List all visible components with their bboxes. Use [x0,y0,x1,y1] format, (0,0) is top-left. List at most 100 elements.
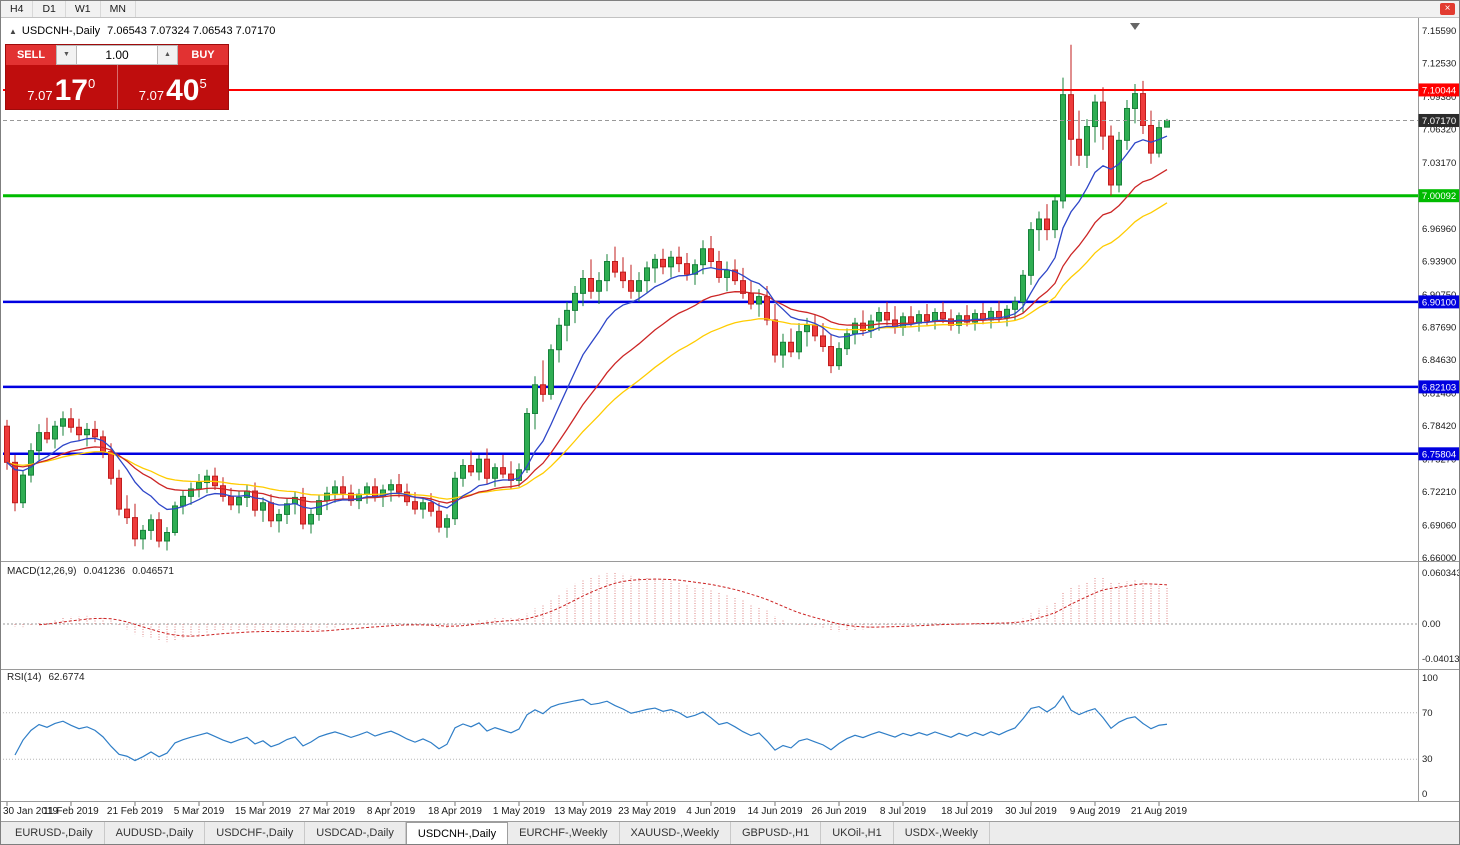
svg-text:18 Jul 2019: 18 Jul 2019 [941,806,993,817]
candle [772,319,778,356]
candle [348,492,354,502]
toolbar: H4 D1 W1 MN × [1,1,1459,18]
macd-signal-line [38,578,1168,637]
svg-text:21 Feb 2019: 21 Feb 2019 [107,806,164,817]
candle [812,324,818,337]
svg-text:26 Jun 2019: 26 Jun 2019 [811,806,866,817]
candle [212,475,218,487]
candle [508,473,514,481]
svg-text:0: 0 [1422,789,1427,800]
candle [1148,124,1154,154]
svg-text:7.12530: 7.12530 [1422,59,1456,70]
tab-audusd-daily[interactable]: AUDUSD-,Daily [105,822,206,844]
candle [876,312,882,322]
candle [604,261,610,282]
svg-text:6.78420: 6.78420 [1422,421,1456,432]
price-tag-6.90100 [1418,295,1459,309]
svg-text:6.84630: 6.84630 [1422,355,1456,366]
timeframe-button-h4[interactable]: H4 [1,1,34,17]
rsi-name: RSI(14) [7,672,42,683]
tab-usdcad-daily[interactable]: USDCAD-,Daily [305,822,406,844]
rsi-pane: 100 70 30 0 [3,673,1438,800]
candle [572,292,578,311]
candle [300,496,306,525]
candle [556,324,562,351]
svg-text:8 Apr 2019: 8 Apr 2019 [367,806,416,817]
candle [484,458,490,479]
tab-ukoil-h1[interactable]: UKOil-,H1 [821,822,894,844]
price-tag-6.75804 [1418,447,1459,461]
tab-usdchf-daily[interactable]: USDCHF-,Daily [205,822,306,844]
sell-button[interactable]: SELL [6,45,56,65]
candle [380,489,386,497]
candle [916,314,922,324]
svg-text:6.75804: 6.75804 [1422,449,1456,460]
candle [332,486,338,494]
candle [292,496,298,505]
buy-price-sup: 5 [199,76,207,91]
candle [1060,94,1066,202]
tab-eurchf-weekly[interactable]: EURCHF-,Weekly [508,822,620,844]
timeframe-button-w1[interactable]: W1 [66,1,101,17]
candle [676,256,682,265]
candle [428,502,434,512]
buy-price-main: 40 [166,74,200,107]
timeframe-button-d1[interactable]: D1 [33,1,66,17]
macd-name: MACD(12,26,9) [7,566,77,577]
candle [684,263,690,275]
svg-text:5 Mar 2019: 5 Mar 2019 [174,806,225,817]
candle [404,491,410,503]
candle [796,331,802,353]
svg-text:6.87690: 6.87690 [1422,322,1456,333]
candle [1124,107,1130,141]
candle [852,322,858,335]
price-tags: 7.10044 7.00092 6.90100 6.82103 6.75804 7.071… [1418,83,1459,461]
collapse-panel-icon[interactable]: ▲ [9,27,17,36]
volume-input[interactable] [77,45,157,65]
svg-text:6.93900: 6.93900 [1422,257,1456,268]
candle [188,488,194,497]
candle [588,278,594,292]
candle [276,513,282,522]
ma-line-21 [6,169,1168,504]
timeframe-button-mn[interactable]: MN [101,1,136,17]
candle [932,312,938,322]
candle [12,461,18,504]
candle [532,384,538,414]
svg-text:4 Jun 2019: 4 Jun 2019 [686,806,736,817]
candle [940,312,946,320]
tab-usdx-weekly[interactable]: USDX-,Weekly [894,822,990,844]
candle [788,341,794,353]
volume-increase-icon[interactable]: ▲ [157,45,178,65]
svg-text:30: 30 [1422,754,1433,765]
candle [844,333,850,350]
svg-text:6.66000: 6.66000 [1422,553,1456,564]
candle [444,518,450,528]
candle [500,467,506,475]
tab-xauusd-weekly[interactable]: XAUUSD-,Weekly [620,822,731,844]
close-button[interactable]: × [1440,3,1455,15]
price-tag-7.00092 [1418,189,1459,203]
buy-button[interactable]: BUY [178,45,228,65]
candle [340,486,346,494]
sell-price[interactable]: 7.07 17 0 [6,65,117,109]
tab-usdcnh-daily[interactable]: USDCNH-,Daily [405,822,509,844]
candle [52,425,58,440]
buy-price-prefix: 7.07 [138,88,165,103]
svg-text:6.75270: 6.75270 [1422,454,1456,465]
tab-eurusd-daily[interactable]: EURUSD-,Daily [4,822,105,844]
candle [1164,119,1170,128]
candle [108,451,114,479]
candle [372,486,378,497]
candle [692,264,698,275]
candle [284,503,290,515]
candle [660,258,666,268]
candle [460,465,466,479]
candle [116,477,122,510]
buy-price[interactable]: 7.07 40 5 [116,65,229,109]
candle [668,256,674,268]
volume-decrease-icon[interactable]: ▼ [56,45,77,65]
tab-gbpusd-h1[interactable]: GBPUSD-,H1 [731,822,822,844]
svg-text:30 Jan 2019: 30 Jan 2019 [3,806,58,817]
